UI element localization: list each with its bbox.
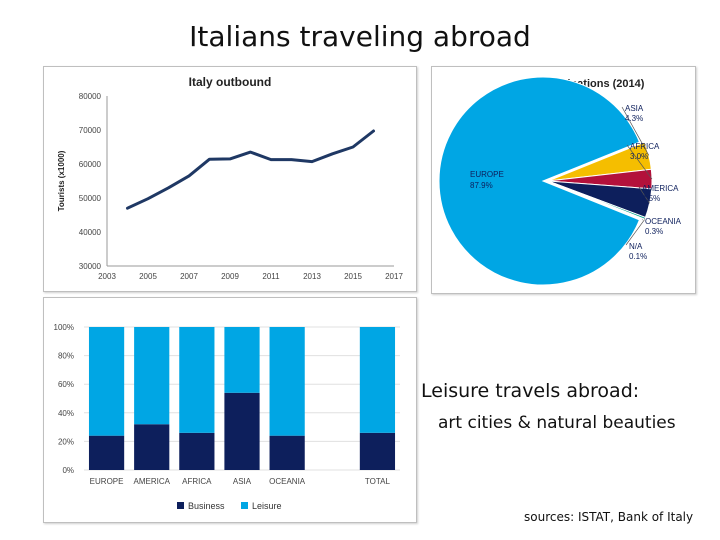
x-tick-label: 2013 (303, 272, 321, 281)
caption-subtitle: art cities & natural beauties (438, 413, 676, 433)
pie-label-name: EUROPE (470, 170, 504, 179)
bar-business (269, 435, 305, 470)
series-line-outbound (126, 129, 375, 210)
data-point (229, 158, 231, 160)
pie-label-name: N/A (629, 242, 643, 251)
legend-swatch-business (177, 502, 184, 509)
pie-slice-europe (438, 76, 641, 286)
x-tick-label: 2003 (98, 272, 116, 281)
pie-label-value: 4.3% (625, 114, 643, 123)
data-point (249, 151, 252, 153)
line-chart-panel: Italy outbound 30000 40000 50000 60000 70000 8… (43, 66, 417, 292)
x-tick-label: AMERICA (133, 477, 170, 486)
data-point (167, 187, 170, 189)
y-axis-label: Tourists (x1000) (57, 150, 66, 211)
pie-label-value: 0.1% (629, 252, 647, 261)
data-point (331, 153, 334, 155)
x-tick-label: OCEANIA (269, 477, 306, 486)
data-point (372, 130, 375, 132)
pie-label-value: 0.3% (645, 227, 663, 236)
y-tick-label: 0% (62, 466, 74, 475)
bar-business (359, 432, 396, 470)
line-chart: Italy outbound 30000 40000 50000 60000 70000 8… (57, 75, 403, 281)
pie-leader-line (638, 186, 650, 204)
legend-label-business: Business (188, 501, 225, 511)
x-tick-label: TOTAL (365, 477, 391, 486)
pie-leader-line (626, 144, 653, 180)
bar-leisure (269, 327, 305, 436)
data-point (270, 158, 272, 161)
y-tick-label: 50000 (79, 194, 102, 203)
x-tick-label: 2015 (344, 272, 362, 281)
legend-swatch-leisure (241, 502, 248, 509)
x-tick-label: 2009 (221, 272, 239, 281)
x-tick-label: EUROPE (90, 477, 124, 486)
y-tick-label: 70000 (79, 126, 102, 135)
pie-label-name: AMERICA (642, 184, 679, 193)
slide-title: Italians traveling abroad (189, 20, 531, 53)
x-tick-label: ASIA (233, 477, 252, 486)
data-point (311, 160, 313, 163)
bar-leisure (224, 327, 260, 393)
y-tick-label: 40000 (79, 228, 102, 237)
sources-note: sources: ISTAT, Bank of Italy (524, 510, 694, 524)
pie-chart: Destinations (2014)EUROPE87.9%ASIA4.3%AF… (438, 76, 682, 286)
pie-label-name: AFRICA (630, 142, 660, 151)
pie-leader-line (625, 219, 645, 246)
y-tick-label: 80000 (79, 92, 102, 101)
bar-leisure (179, 327, 215, 433)
bar-chart-panel: 0% 20% 40% 60% 80% 100% EUROPE AMERICA AFRICA ASI… (43, 297, 417, 523)
y-tick-label: 30000 (79, 262, 102, 271)
y-tick-label: 60000 (79, 160, 102, 169)
bar-leisure (359, 327, 396, 433)
pie-label-name: OCEANIA (645, 217, 682, 226)
pie-leader-line (621, 106, 650, 156)
pie-label-value: 4.5% (642, 194, 660, 203)
data-point (188, 175, 190, 177)
pie-label-name: ASIA (625, 104, 644, 113)
bar-business (88, 435, 125, 470)
bar-business (179, 432, 215, 470)
bar-leisure (88, 327, 125, 436)
x-tick-label: AFRICA (182, 477, 212, 486)
y-tick-label: 60% (58, 380, 74, 389)
data-point (352, 146, 354, 148)
x-tick-label: 2007 (180, 272, 198, 281)
y-tick-label: 20% (58, 437, 74, 446)
data-point (147, 197, 149, 200)
y-tick-label: 100% (54, 323, 74, 332)
data-point (290, 158, 293, 161)
y-tick-label: 40% (58, 409, 74, 418)
x-tick-label: 2011 (262, 272, 280, 281)
pie-label-value: 87.9% (470, 181, 493, 190)
pie-chart-panel: Destinations (2014) EUROPE 87.9% ASIA 4.3% AF… (431, 66, 696, 294)
bar-leisure (134, 327, 170, 425)
bar-business (224, 392, 260, 470)
bar-business (134, 424, 170, 470)
x-tick-label: 2017 (385, 272, 403, 281)
data-point (208, 158, 211, 161)
data-point (126, 207, 129, 209)
x-tick-label: 2005 (139, 272, 157, 281)
y-tick-label: 80% (58, 352, 74, 361)
bar-chart: 0% 20% 40% 60% 80% 100% EUROPE AMERICA AFRICA ASI… (54, 323, 400, 511)
pie-label-value: 3.0% (630, 152, 648, 161)
caption-title: Leisure travels abroad: (421, 380, 640, 402)
line-chart-title: Italy outbound (189, 75, 272, 89)
legend-label-leisure: Leisure (252, 501, 282, 511)
